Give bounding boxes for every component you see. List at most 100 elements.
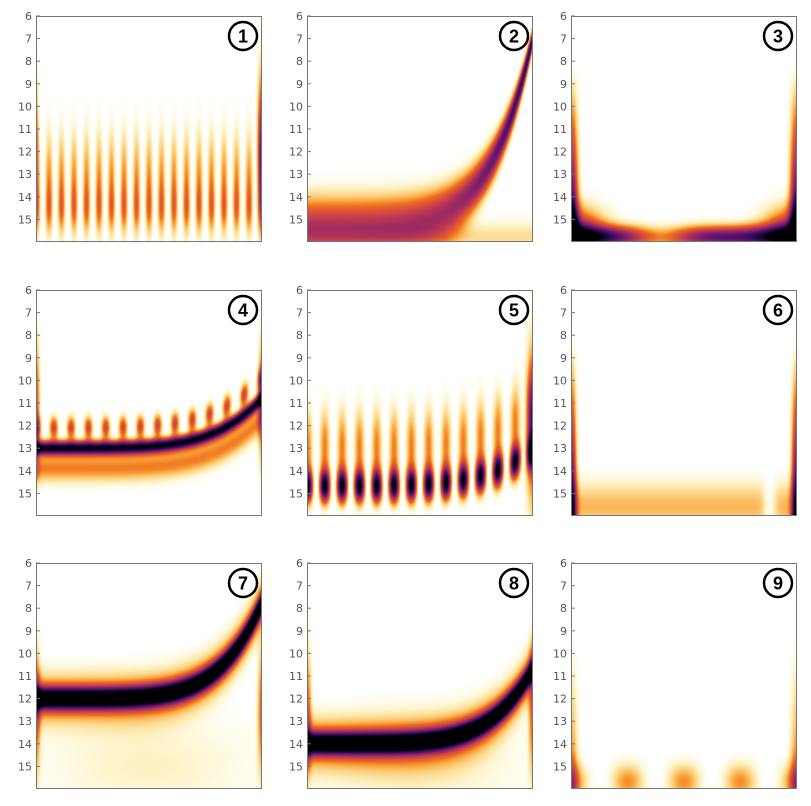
panel-number-badge [762, 20, 794, 52]
y-tick-label: 9 [296, 78, 303, 91]
y-tick-label: 6 [296, 559, 303, 570]
y-tick-label: 13 [289, 168, 303, 181]
y-tick-label: 15 [289, 487, 303, 500]
y-tick-label: 8 [560, 55, 567, 68]
y-tick-label: 8 [296, 602, 303, 615]
y-tick-label: 7 [25, 307, 32, 320]
panel-number: 5 [509, 301, 519, 321]
y-tick-label: 10 [18, 374, 32, 387]
y-tick-label: 15 [18, 213, 32, 226]
y-tick-label: 15 [553, 213, 567, 226]
y-tick-label: 10 [553, 100, 567, 113]
panel-number: 7 [238, 574, 248, 594]
panel-number: 8 [509, 574, 519, 594]
y-tick-label: 7 [296, 307, 303, 320]
y-tick-label: 11 [553, 670, 567, 683]
heatmap-panel-7: 6 7 8 9 10 11 12 13 14 15 7 [18, 559, 262, 789]
y-tick-label: 10 [289, 647, 303, 660]
y-tick-label: 14 [553, 465, 567, 478]
y-tick-label: 15 [553, 487, 567, 500]
panel-number-badge [498, 20, 530, 52]
y-tick-label: 6 [560, 559, 567, 570]
y-tick-label: 6 [560, 12, 567, 23]
y-tick-label: 12 [289, 420, 303, 433]
y-tick-label: 14 [553, 191, 567, 204]
y-tick-label: 10 [18, 100, 32, 113]
y-tick-label: 9 [560, 352, 567, 365]
y-tick-label: 11 [18, 670, 32, 683]
y-tick-label: 11 [18, 123, 32, 136]
y-tick-label: 9 [25, 78, 32, 91]
y-tick-label: 9 [296, 352, 303, 365]
y-tick-label: 14 [18, 738, 32, 751]
y-tick-label: 14 [553, 738, 567, 751]
y-tick-label: 13 [18, 168, 32, 181]
y-tick-label: 11 [289, 123, 303, 136]
panel-number: 6 [773, 301, 783, 321]
y-tick-label: 8 [296, 55, 303, 68]
heatmap-image [571, 16, 797, 242]
y-tick-label: 8 [25, 329, 32, 342]
y-tick-label: 10 [289, 100, 303, 113]
y-tick-label: 11 [18, 397, 32, 410]
y-tick-label: 9 [25, 352, 32, 365]
panel-number-badge [498, 294, 530, 326]
heatmap-image [36, 563, 262, 789]
heatmap-image [307, 16, 533, 242]
y-tick-label: 13 [289, 715, 303, 728]
y-tick-label: 15 [18, 487, 32, 500]
y-tick-label: 7 [560, 307, 567, 320]
y-tick-label: 14 [18, 191, 32, 204]
y-tick-label: 6 [560, 286, 567, 297]
y-tick-label: 13 [18, 715, 32, 728]
y-tick-label: 13 [553, 168, 567, 181]
panel-number: 3 [773, 27, 783, 47]
y-tick-label: 6 [296, 286, 303, 297]
y-tick-label: 10 [289, 374, 303, 387]
y-tick-label: 15 [553, 760, 567, 773]
heatmap-panel-2: 6 7 8 9 10 11 12 13 14 15 2 [289, 12, 533, 242]
panel-number: 1 [238, 27, 248, 47]
y-tick-label: 9 [296, 625, 303, 638]
panel-number: 2 [509, 27, 519, 47]
y-tick-label: 8 [560, 602, 567, 615]
y-tick-label: 10 [18, 647, 32, 660]
y-tick-label: 7 [25, 580, 32, 593]
y-tick-label: 8 [560, 329, 567, 342]
heatmap-image [307, 290, 533, 516]
y-tick-label: 14 [289, 738, 303, 751]
y-tick-label: 15 [289, 213, 303, 226]
y-tick-label: 12 [289, 693, 303, 706]
heatmap-panel-6: 6 7 8 9 10 11 12 13 14 15 6 [553, 286, 797, 516]
panel-number-badge [227, 20, 259, 52]
y-tick-label: 11 [553, 397, 567, 410]
y-tick-label: 6 [296, 12, 303, 23]
heatmap-image [571, 563, 797, 789]
y-tick-label: 12 [553, 146, 567, 159]
y-tick-label: 8 [25, 602, 32, 615]
y-tick-label: 7 [296, 580, 303, 593]
heatmap-image [571, 290, 797, 516]
y-tick-label: 14 [18, 465, 32, 478]
y-tick-label: 15 [289, 760, 303, 773]
y-tick-label: 6 [25, 12, 32, 23]
y-tick-label: 10 [553, 374, 567, 387]
y-tick-label: 11 [289, 397, 303, 410]
y-tick-label: 6 [25, 286, 32, 297]
y-tick-label: 7 [25, 33, 32, 46]
y-tick-label: 11 [289, 670, 303, 683]
y-tick-label: 12 [289, 146, 303, 159]
heatmap-image [307, 563, 533, 789]
y-tick-label: 7 [560, 33, 567, 46]
y-tick-label: 13 [18, 442, 32, 455]
panel-number-badge [762, 294, 794, 326]
heatmap-panel-1: 6 7 8 9 10 11 12 13 14 15 1 [18, 12, 262, 242]
y-tick-label: 12 [18, 146, 32, 159]
panel-number-badge [498, 567, 530, 599]
y-tick-label: 13 [553, 442, 567, 455]
panel-number: 9 [773, 574, 783, 594]
y-tick-label: 11 [553, 123, 567, 136]
y-tick-label: 14 [289, 191, 303, 204]
y-tick-label: 8 [25, 55, 32, 68]
